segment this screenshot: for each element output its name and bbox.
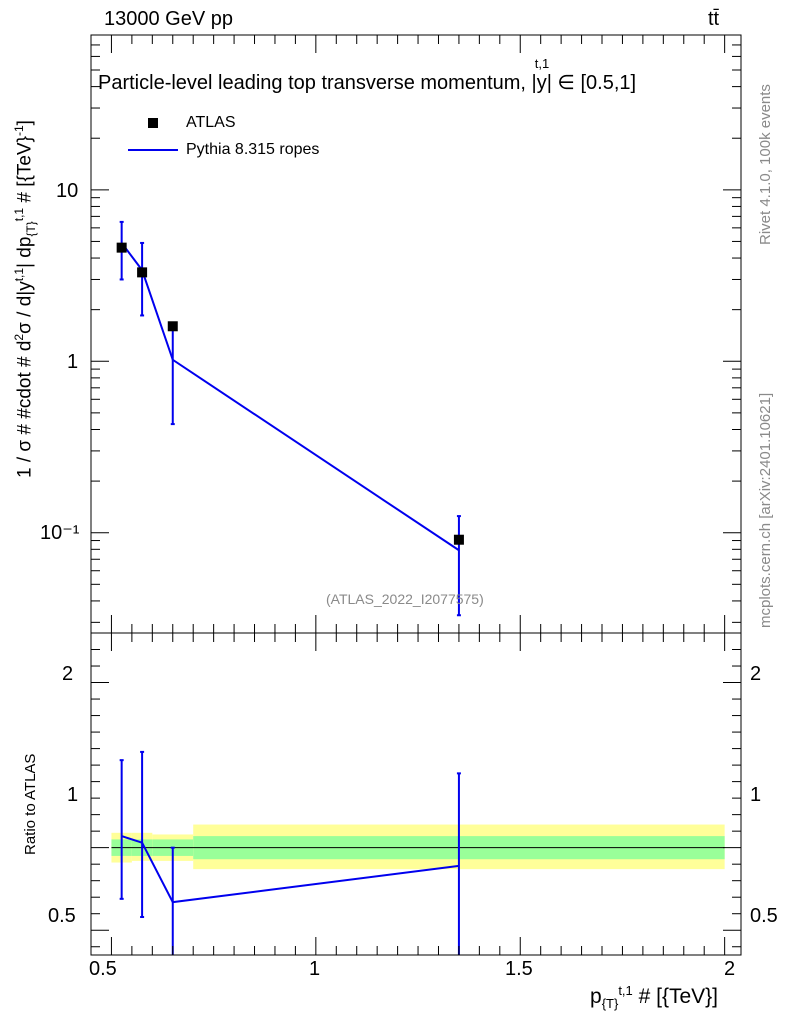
main-y-tick-label-0.1: 10⁻¹ — [40, 522, 80, 544]
plot-title: Particle-level leading top transverse mo… — [98, 56, 637, 94]
main-data-point-2 — [167, 321, 178, 332]
main-y-axis-label: 1 / σ # #cdot # d2σ / d|yt,1| dp{T}t,1 #… — [12, 120, 39, 478]
main-data-point-1 — [137, 267, 148, 278]
ratio-y-tick-label-1-right: 1 — [750, 784, 762, 806]
x-tick-label-1.5: 1.5 — [505, 958, 533, 980]
x-tick-label-1: 1 — [309, 958, 321, 980]
analysis-watermark: (ATLAS_2022_I2077575) — [326, 591, 484, 607]
process-label: tt̄ — [708, 8, 720, 30]
energy-label: 13000 GeV pp — [104, 8, 233, 30]
rivet-version-label: Rivet 4.1.0, 100k events — [757, 84, 774, 245]
ratio-mc-line — [121, 835, 460, 904]
main-data-point-3 — [453, 534, 464, 545]
x-axis-label: p{T}t,1 # [{TeV}] — [590, 983, 719, 1012]
mcplots-source-label: mcplots.cern.ch [arXiv:2401.10621] — [757, 392, 774, 628]
legend-marker-atlas — [148, 118, 158, 128]
legend-label-pythia: Pythia 8.315 ropes — [186, 141, 320, 158]
ratio-panel-frame — [90, 632, 742, 956]
x-tick-label-2: 2 — [724, 958, 736, 980]
ratio-y-tick-label-2-right: 2 — [750, 663, 762, 685]
main-y-tick-label-1: 1 — [67, 351, 79, 373]
ratio-y-tick-label-2: 2 — [62, 663, 74, 685]
ratio-y-tick-label-0.5-right: 0.5 — [750, 905, 778, 927]
legend-label-atlas: ATLAS — [186, 114, 236, 131]
main-data-point-0 — [116, 242, 127, 253]
x-tick-label-0.5: 0.5 — [89, 958, 117, 980]
ratio-y-tick-label-0.5: 0.5 — [48, 905, 76, 927]
main-y-tick-label-10: 10 — [56, 180, 79, 202]
ratio-y-tick-label-1: 1 — [67, 784, 79, 806]
ratio-y-axis-label: Ratio to ATLAS — [22, 753, 39, 855]
main-mc-line — [120, 242, 460, 552]
